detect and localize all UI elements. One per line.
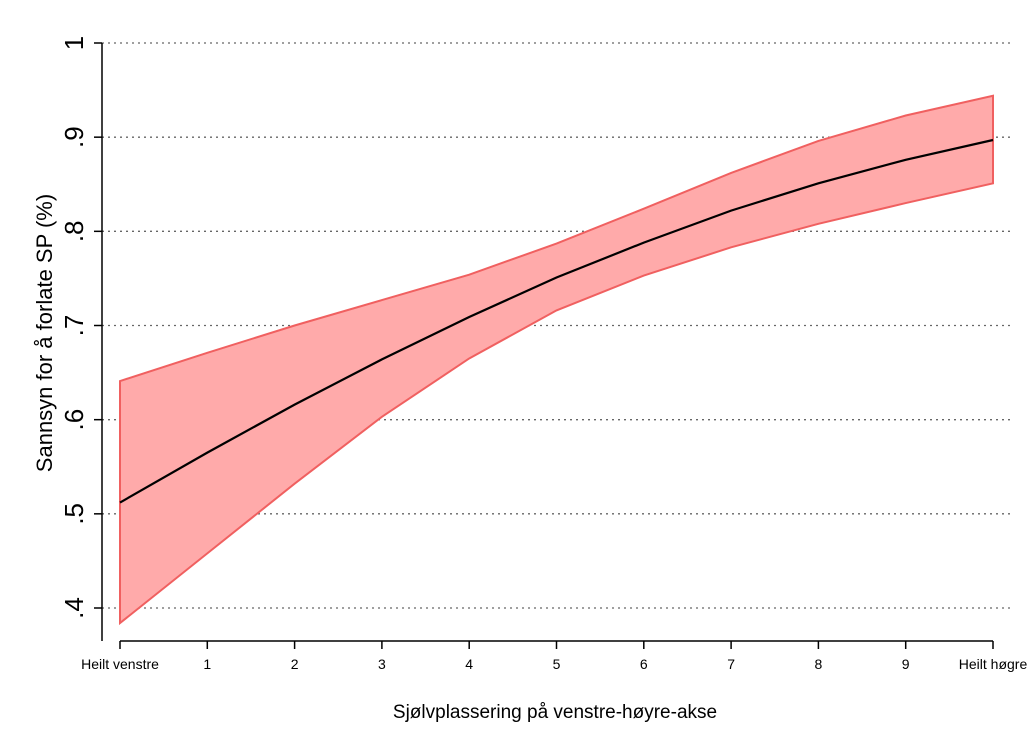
y-tick-label-2: .6 [59,409,89,431]
series-line [119,138,994,504]
x-tick-label-7: 7 [727,656,735,672]
y-tick-label-5: .9 [59,126,89,148]
y-axis-ticks: .4 .5 .6 .7 .8 .9 1 [59,36,102,619]
x-tick-label-3: 3 [378,656,386,672]
x-tick-label-4: 4 [465,656,473,672]
series-line-layer [119,138,994,504]
x-axis-ticks: Heilt venstre 1 2 3 4 5 6 7 8 9 Heilt høgre [81,641,1027,672]
x-tick-label-0: Heilt venstre [81,656,159,672]
y-tick-label-4: .8 [59,220,89,242]
x-axis-label: Sjølvplassering på venstre-høyre-akse [393,702,717,723]
x-tick-label-8: 8 [815,656,823,672]
y-tick-label-1: .5 [59,503,89,525]
x-tick-label-5: 5 [553,656,561,672]
y-tick-label-0: .4 [59,597,89,619]
confidence-band-layer [119,94,994,626]
x-tick-label-9: 9 [902,656,910,672]
x-tick-label-2: 2 [291,656,299,672]
confidence-band [119,94,994,626]
x-tick-label-1: 1 [203,656,211,672]
y-tick-label-6: 1 [59,36,89,50]
y-axis-label: Sannsyn for å forlate SP (%) [32,194,57,472]
x-tick-label-6: 6 [640,656,648,672]
y-tick-label-3: .7 [59,315,89,337]
x-tick-label-10: Heilt høgre [959,656,1028,672]
